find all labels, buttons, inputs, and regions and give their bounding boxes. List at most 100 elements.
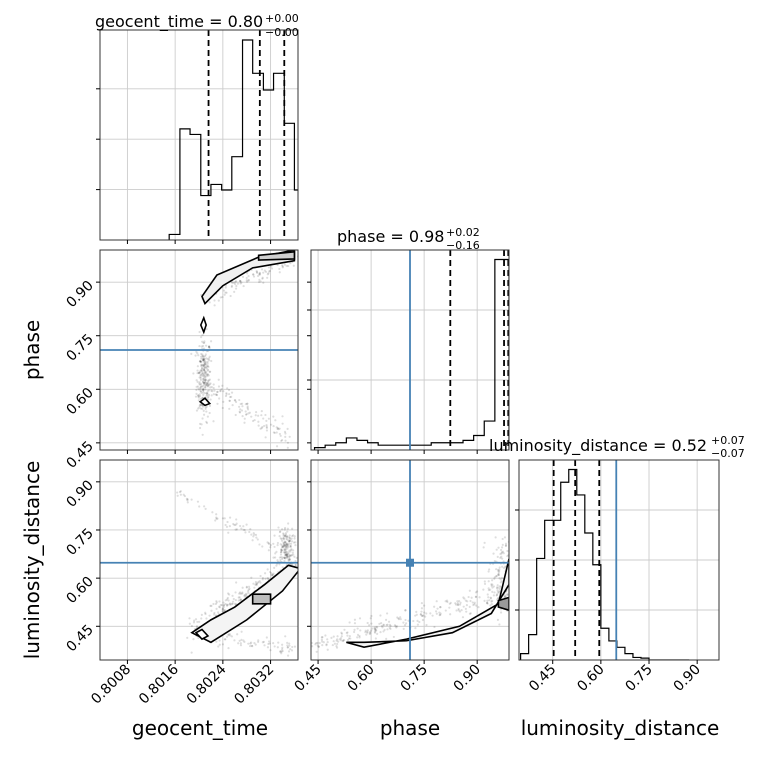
sample-point	[280, 549, 283, 552]
sample-point	[501, 565, 504, 568]
sample-point	[498, 577, 501, 580]
sample-point	[332, 640, 335, 643]
sample-point	[209, 370, 212, 373]
x-tick-label: 0.45	[526, 662, 559, 695]
y-tick-label: 0.60	[63, 385, 96, 418]
sample-point	[204, 376, 207, 379]
sample-point	[396, 616, 399, 619]
sample-point	[262, 640, 265, 643]
sample-point	[497, 573, 500, 576]
sample-point	[281, 648, 284, 651]
sample-point	[252, 273, 255, 276]
sample-point	[420, 614, 424, 618]
sample-point	[259, 581, 262, 584]
sample-point	[238, 591, 242, 594]
sample-point	[293, 535, 296, 538]
sample-point	[290, 537, 293, 540]
sample-point	[267, 542, 270, 545]
sample-point	[204, 363, 208, 366]
sample-point	[510, 594, 512, 596]
sample-point	[276, 427, 279, 431]
sample-point	[345, 631, 348, 635]
sample-point	[495, 586, 499, 589]
sample-point	[205, 367, 208, 370]
sample-point	[233, 399, 236, 402]
sample-point	[511, 579, 513, 581]
sample-point	[244, 593, 247, 596]
sample-point	[493, 576, 496, 579]
sample-point	[205, 394, 208, 397]
sample-point	[330, 636, 333, 640]
sample-point	[239, 402, 242, 406]
sample-point	[262, 271, 265, 274]
sample-point	[274, 552, 277, 555]
sample-point	[196, 365, 199, 368]
sample-point	[206, 373, 209, 376]
sample-point	[239, 408, 242, 411]
sample-point	[240, 527, 243, 530]
sample-point	[257, 420, 260, 423]
sample-point	[223, 609, 227, 612]
sample-point	[489, 604, 492, 607]
sample-point	[205, 327, 208, 331]
sample-point	[255, 582, 258, 586]
sample-point	[281, 566, 284, 569]
sample-point	[234, 528, 237, 531]
sample-point	[202, 389, 205, 392]
sample-point	[221, 517, 225, 520]
sample-point	[311, 645, 314, 648]
x-tick-label: 0.90	[451, 662, 484, 695]
scatter-data	[100, 250, 298, 449]
sample-point	[206, 364, 209, 368]
sample-point	[227, 647, 230, 650]
sample-point	[253, 641, 256, 645]
sample-point	[496, 568, 500, 571]
sample-point	[285, 553, 288, 556]
sample-point	[202, 388, 205, 391]
sample-point	[482, 588, 485, 591]
sample-point	[245, 279, 248, 282]
sample-point	[213, 613, 216, 616]
sample-point	[265, 425, 268, 428]
sample-point	[284, 435, 287, 439]
sample-point	[230, 391, 234, 394]
sample-point	[343, 628, 346, 631]
sample-point	[256, 538, 259, 541]
sample-point	[235, 284, 238, 288]
sample-point	[198, 344, 201, 348]
sample-point	[499, 581, 502, 584]
sample-point	[284, 553, 287, 556]
sample-point	[291, 527, 294, 530]
sample-point	[497, 596, 500, 600]
sample-point	[288, 642, 291, 645]
sample-point	[492, 585, 496, 588]
sample-point	[392, 635, 395, 639]
phase-title-sup: +0.02	[446, 226, 480, 239]
sample-point	[228, 399, 231, 402]
sample-point	[201, 354, 204, 358]
sample-point	[285, 535, 288, 539]
sample-point	[358, 634, 361, 638]
sample-point	[197, 387, 200, 390]
sample-point	[210, 389, 213, 392]
sample-point	[475, 590, 479, 593]
sample-point	[322, 641, 325, 644]
histogram-data	[168, 30, 298, 240]
sample-point	[245, 276, 248, 280]
sample-point	[200, 391, 203, 395]
sample-point	[435, 600, 438, 603]
sample-point	[283, 556, 286, 559]
sample-point	[284, 439, 287, 442]
sample-point	[286, 535, 289, 538]
sample-point	[246, 272, 249, 275]
sample-point	[326, 640, 329, 644]
sample-point	[326, 638, 329, 641]
sample-point	[287, 552, 290, 556]
sample-point	[280, 546, 284, 549]
sample-point	[205, 361, 208, 364]
sample-point	[358, 617, 362, 620]
sample-point	[289, 648, 292, 651]
sample-point	[282, 541, 285, 544]
sample-point	[444, 600, 447, 603]
sample-point	[201, 417, 204, 420]
